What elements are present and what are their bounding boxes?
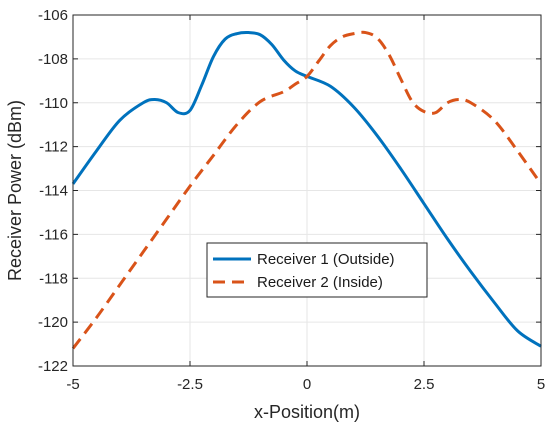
plot-lines	[71, 30, 543, 350]
y-tick-label: -106	[38, 7, 68, 24]
x-axis-label: x-Position(m)	[254, 402, 360, 422]
y-tick-label: -108	[38, 51, 68, 68]
y-axis-label: Receiver Power (dBm)	[5, 100, 25, 281]
grid	[72, 14, 542, 367]
axis-ticks: -5 -2.5 0 2.5 5 -122 -120 -118 -116 -114 -112 -110 -…	[38, 7, 545, 393]
legend-box	[206, 242, 428, 298]
y-tick-label: -114	[39, 183, 68, 200]
y-tick-label: -118	[39, 270, 68, 287]
series-line-1	[71, 30, 542, 348]
x-tick-label: 2.5	[414, 376, 435, 393]
y-tick-label: -110	[39, 95, 68, 112]
x-tick-label: 5	[537, 376, 545, 393]
series-line-2	[71, 30, 543, 350]
y-tick-label: -120	[38, 314, 68, 331]
legend-entry-receiver-1: Receiver 1 (Outside)	[257, 251, 395, 268]
x-tick-label: 0	[303, 376, 311, 393]
y-tick-label: -116	[39, 226, 68, 243]
legend-entry-receiver-2: Receiver 2 (Inside)	[257, 274, 383, 291]
legend: Receiver 1 (Outside) Receiver 2 (Inside)	[206, 242, 428, 298]
y-tick-label: -112	[39, 139, 68, 156]
y-tick-label: -122	[38, 358, 68, 375]
x-tick-label: -5	[66, 376, 79, 393]
x-tick-label: -2.5	[177, 376, 203, 393]
